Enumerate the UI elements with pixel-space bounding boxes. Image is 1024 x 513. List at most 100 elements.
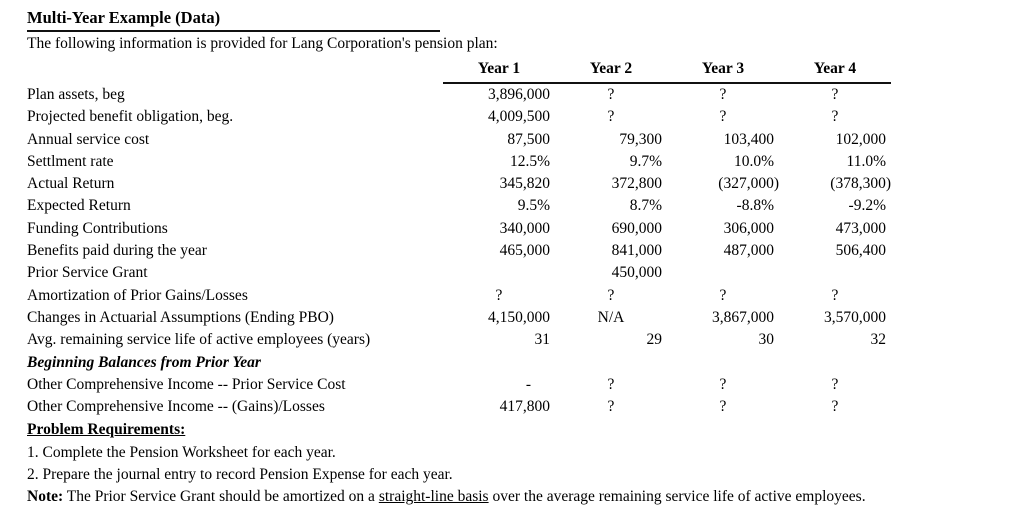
value-cell-year1: 87,500	[507, 130, 550, 148]
table-row: Beginning Balances from Prior Year	[27, 352, 891, 374]
value-cell-year2: ?	[607, 375, 615, 393]
value-cell-year3: (327,000)	[718, 175, 779, 193]
column-header-year1: Year 1	[443, 55, 555, 84]
table-row: Expected Return 9.5% 8.7% -8.8% -9.2%	[27, 195, 891, 217]
row-label: Benefits paid during the year	[27, 242, 207, 260]
value-cell-year4	[779, 352, 891, 374]
row-label: Other Comprehensive Income -- Prior Serv…	[27, 375, 346, 393]
value-cell-year4: ?	[831, 86, 839, 103]
value-cell-year2	[555, 352, 667, 374]
value-cell-year4	[779, 262, 891, 284]
intro-text: The following information is provided fo…	[27, 35, 498, 52]
value-cell-year1: 3,896,000	[488, 86, 550, 103]
value-cell-year1	[443, 262, 555, 284]
requirement-item-2: 2. Prepare the journal entry to record P…	[27, 466, 453, 484]
row-label: Plan assets, beg	[27, 85, 125, 103]
row-label: Beginning Balances from Prior Year	[27, 353, 261, 371]
page-title: Multi-Year Example (Data)	[27, 8, 440, 32]
value-cell-year3: 10.0%	[733, 152, 774, 170]
value-cell-year2: 372,800	[611, 175, 662, 193]
table-row: Settlment rate 12.5% 9.7% 10.0% 11.0%	[27, 151, 891, 173]
table-row: Annual service cost 87,500 79,300 103,400 10…	[27, 129, 891, 151]
value-cell-year1: 9.5%	[517, 197, 550, 215]
note-text-before: The Prior Service Grant should be amorti…	[63, 488, 379, 506]
value-cell-year4: 3,570,000	[824, 308, 886, 326]
value-cell-year4: ?	[831, 108, 839, 126]
pension-data-table: Year 1 Year 2 Year 3 Year 4 Plan assets,…	[27, 55, 891, 418]
row-label: Settlment rate	[27, 152, 114, 170]
value-cell-year3: 306,000	[723, 219, 774, 237]
value-cell-year3: ?	[719, 286, 727, 304]
value-cell-year4: ?	[831, 375, 839, 393]
table-row: Amortization of Prior Gains/Losses????	[27, 285, 891, 307]
value-cell-year1: ?	[495, 286, 503, 304]
table-row: Projected benefit obligation, beg. 4,009,…	[27, 106, 891, 128]
value-cell-year3: 103,400	[723, 130, 774, 148]
note-label: Note:	[27, 488, 64, 506]
row-label: Changes in Actuarial Assumptions (Ending…	[27, 308, 334, 326]
value-cell-year4: 11.0%	[846, 152, 886, 170]
value-cell-year2: ?	[607, 108, 615, 126]
table-row: Other Comprehensive Income -- (Gains)/Lo…	[27, 396, 891, 418]
row-label: Avg. remaining service life of active em…	[27, 331, 371, 349]
requirements-heading: Problem Requirements:	[27, 421, 186, 439]
value-cell-year3: 3,867,000	[712, 308, 774, 326]
value-cell-year4: -9.2%	[848, 197, 886, 215]
value-cell-year2: 8.7%	[629, 197, 662, 215]
value-cell-year2: ?	[607, 286, 615, 304]
row-label: Other Comprehensive Income -- (Gains)/Lo…	[27, 398, 325, 416]
row-label: Expected Return	[27, 197, 131, 215]
value-cell-year4: ?	[831, 286, 839, 304]
problem-requirements-section: Problem Requirements: 1. Complete the Pe…	[27, 419, 1024, 508]
column-header-year2: Year 2	[555, 55, 667, 84]
value-cell-year3: ?	[719, 398, 727, 416]
value-cell-year2: 9.7%	[629, 152, 662, 170]
table-row: Funding Contributions 340,000 690,000 306,0…	[27, 218, 891, 240]
value-cell-year3: ?	[719, 375, 727, 393]
note-line: Note: The Prior Service Grant should be …	[27, 486, 1024, 508]
table-row: Actual Return 345,820 372,800 (327,000) (378…	[27, 173, 891, 195]
value-cell-year4: 473,000	[835, 219, 886, 237]
row-label: Prior Service Grant	[27, 264, 148, 282]
row-label: Amortization of Prior Gains/Losses	[27, 286, 248, 304]
value-cell-year4: (378,300)	[830, 175, 891, 193]
value-cell-year1: 4,150,000	[488, 308, 550, 326]
table-header-row: Year 1 Year 2 Year 3 Year 4	[27, 55, 891, 84]
value-cell-year1: 31	[534, 331, 551, 349]
table-row: Other Comprehensive Income -- Prior Serv…	[27, 374, 891, 396]
value-cell-year2: N/A	[597, 308, 625, 326]
table-row: Avg. remaining service life of active em…	[27, 329, 891, 351]
value-cell-year2: ?	[607, 86, 615, 103]
value-cell-year1: 4,009,500	[488, 108, 550, 126]
value-cell-year2: ?	[607, 398, 615, 416]
value-cell-year4: ?	[831, 398, 839, 416]
value-cell-year3	[667, 352, 779, 374]
row-label: Annual service cost	[27, 130, 150, 148]
table-row: Prior Service Grant 450,000	[27, 262, 891, 284]
column-header-year3: Year 3	[667, 55, 779, 84]
value-cell-year1: -	[525, 375, 531, 393]
value-cell-year1: 340,000	[499, 219, 550, 237]
row-label: Actual Return	[27, 175, 115, 193]
column-header-year4: Year 4	[779, 55, 891, 84]
header-spacer	[27, 55, 443, 83]
table-body: Plan assets, beg 3,896,000??? Projected be…	[27, 83, 891, 418]
value-cell-year1: 417,800	[499, 398, 550, 416]
note-text-after: over the average remaining service life …	[488, 488, 866, 506]
value-cell-year1: 12.5%	[509, 152, 550, 170]
table-row: Changes in Actuarial Assumptions (Ending…	[27, 307, 891, 329]
value-cell-year3: 30	[758, 331, 775, 349]
value-cell-year2: 450,000	[611, 264, 662, 282]
value-cell-year2: 690,000	[611, 219, 662, 237]
table-row: Benefits paid during the year 465,000 841,…	[27, 240, 891, 262]
value-cell-year4: 102,000	[835, 130, 886, 148]
value-cell-year1: 345,820	[499, 175, 550, 193]
value-cell-year2: 841,000	[611, 242, 662, 260]
row-label: Projected benefit obligation, beg.	[27, 108, 234, 126]
requirement-item-1: 1. Complete the Pension Worksheet for ea…	[27, 443, 336, 461]
value-cell-year3: ?	[719, 108, 727, 126]
table-row: Plan assets, beg 3,896,000???	[27, 83, 891, 106]
value-cell-year3: -8.8%	[736, 197, 774, 215]
value-cell-year3: ?	[719, 86, 727, 103]
